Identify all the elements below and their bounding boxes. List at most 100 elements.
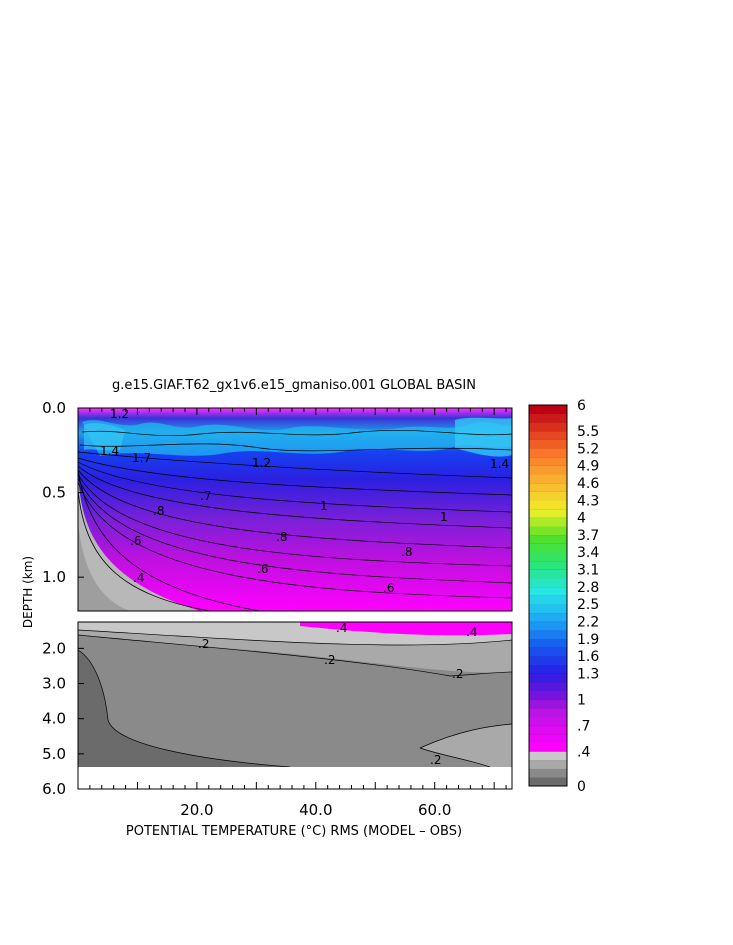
- colorbar: [528, 404, 568, 787]
- colorbar-band: [529, 734, 567, 744]
- contour-label: 1.7: [132, 451, 151, 465]
- y-tick-label-lower: 2.0: [42, 639, 66, 657]
- colorbar-tick-label: 5.5: [577, 424, 599, 440]
- upper-contour-labels: .4 .6 .6 .6 .7 .8 .8 .8 1 1 1.2 1.4 1.4 1.7 1.2: [100, 407, 509, 595]
- colorbar-band: [529, 690, 567, 700]
- colorbar-tick-label: 3.7: [577, 528, 599, 544]
- colorbar-tick-label: 2.2: [577, 614, 599, 630]
- y-tick-label-upper: 0.0: [42, 399, 66, 417]
- contour-label: .6: [383, 581, 394, 595]
- y-axis-upper: 0.0 0.5 1.0: [42, 399, 84, 586]
- contour-label: .2: [324, 653, 335, 667]
- upper-panel: [78, 408, 512, 611]
- lower-contour-labels: .4 .4 .2 .2 .2 .2: [198, 621, 477, 767]
- contour-label: 1.4: [490, 457, 509, 471]
- colorbar-band: [529, 716, 567, 726]
- colorbar-tick-label: 4.9: [577, 459, 599, 475]
- colorbar-band: [529, 742, 567, 752]
- colorbar-tick-label: 2.5: [577, 597, 599, 613]
- y-tick-label-lower: 5.0: [42, 745, 66, 763]
- y-tick-label-lower: 4.0: [42, 710, 66, 728]
- colorbar-band: [529, 682, 567, 692]
- colorbar-band: [529, 760, 567, 769]
- y-tick-label-lower: 3.0: [42, 675, 66, 693]
- upper-contours: [78, 429, 512, 599]
- lower-contours: [78, 629, 512, 767]
- y-tick-label-upper: 1.0: [42, 568, 66, 586]
- colorbar-band: [529, 751, 567, 761]
- lower-panel: [78, 622, 512, 767]
- lower-plot-frame: [77, 621, 513, 790]
- contour-label: .2: [452, 667, 463, 681]
- colorbar-tick-label: 1.3: [577, 666, 599, 682]
- colorbar-band: [529, 534, 567, 544]
- colorbar-tick-label: 1.6: [577, 649, 599, 665]
- colorbar-band: [529, 456, 567, 466]
- contour-label: .4: [133, 571, 144, 585]
- colorbar-band: [529, 405, 567, 414]
- colorbar-band: [529, 413, 567, 423]
- colorbar-band: [529, 552, 567, 562]
- colorbar-band: [529, 517, 567, 527]
- contour-label: .2: [430, 753, 441, 767]
- contour-label: .8: [276, 530, 287, 544]
- contour-label: .6: [130, 534, 141, 548]
- colorbar-tick-label: 4.6: [577, 476, 599, 492]
- colorbar-band: [529, 430, 567, 440]
- colorbar-band: [529, 768, 567, 778]
- contour-label: 1.4: [100, 444, 119, 458]
- colorbar-tick-label: 2.8: [577, 580, 599, 596]
- y-tick-label-lower: 6.0: [42, 780, 66, 798]
- colorbar-band: [529, 543, 567, 553]
- y-tick-label-upper: 0.5: [42, 484, 66, 502]
- colorbar-band: [529, 647, 567, 657]
- colorbar-tick-label: 1.9: [577, 632, 599, 648]
- colorbar-band: [529, 586, 567, 596]
- colorbar-tick-label: .7: [577, 718, 590, 734]
- colorbar-band: [529, 656, 567, 666]
- colorbar-tick-label: 4: [577, 511, 586, 527]
- contour-label: .8: [401, 545, 412, 559]
- x-tick-label: 20.0: [180, 801, 213, 819]
- colorbar-band: [529, 621, 567, 631]
- contour-label: .2: [198, 637, 209, 651]
- x-tick-label: 60.0: [418, 801, 451, 819]
- y-axis-lower: 2.0 3.0 4.0 5.0 6.0: [42, 639, 84, 798]
- colorbar-tick-label: 3.1: [577, 563, 599, 579]
- colorbar-band: [529, 604, 567, 614]
- colorbar-band: [529, 508, 567, 518]
- colorbar-tick-label: 5.2: [577, 441, 599, 457]
- colorbar-tick-label: .4: [577, 744, 590, 760]
- colorbar-band: [529, 673, 567, 683]
- colorbar-band: [529, 560, 567, 570]
- colorbar-band: [529, 578, 567, 588]
- colorbar-band: [529, 569, 567, 579]
- contour-label: .4: [336, 621, 347, 635]
- y-axis-label: DEPTH (km): [21, 556, 35, 628]
- colorbar-band: [529, 491, 567, 501]
- colorbar-band: [529, 448, 567, 458]
- colorbar-band: [529, 630, 567, 640]
- colorbar-tick-label: 0: [577, 779, 586, 795]
- colorbar-frame: [528, 404, 568, 787]
- contour-label: 1: [440, 510, 448, 524]
- x-tick-label: 40.0: [299, 801, 332, 819]
- colorbar-band: [529, 612, 567, 622]
- contour-label: 1: [320, 499, 328, 513]
- chart-title: g.e15.GIAF.T62_gx1v6.e15_gmaniso.001 GLO…: [112, 378, 476, 393]
- upper-plot-frame: [77, 407, 513, 612]
- colorbar-band: [529, 777, 567, 787]
- colorbar-band: [529, 500, 567, 510]
- colorbar-band: [529, 526, 567, 536]
- contour-label: .6: [257, 562, 268, 576]
- contour-label: .7: [200, 489, 211, 503]
- contour-label: 1.2: [110, 407, 129, 421]
- contour-label: 1.2: [252, 456, 271, 470]
- colorbar-band: [529, 699, 567, 709]
- contour-label: .4: [466, 625, 477, 639]
- colorbar-tick-label: 4.3: [577, 493, 599, 509]
- lower-white-strip: [78, 767, 512, 789]
- colorbar-band: [529, 439, 567, 449]
- contour-label: .8: [153, 504, 164, 518]
